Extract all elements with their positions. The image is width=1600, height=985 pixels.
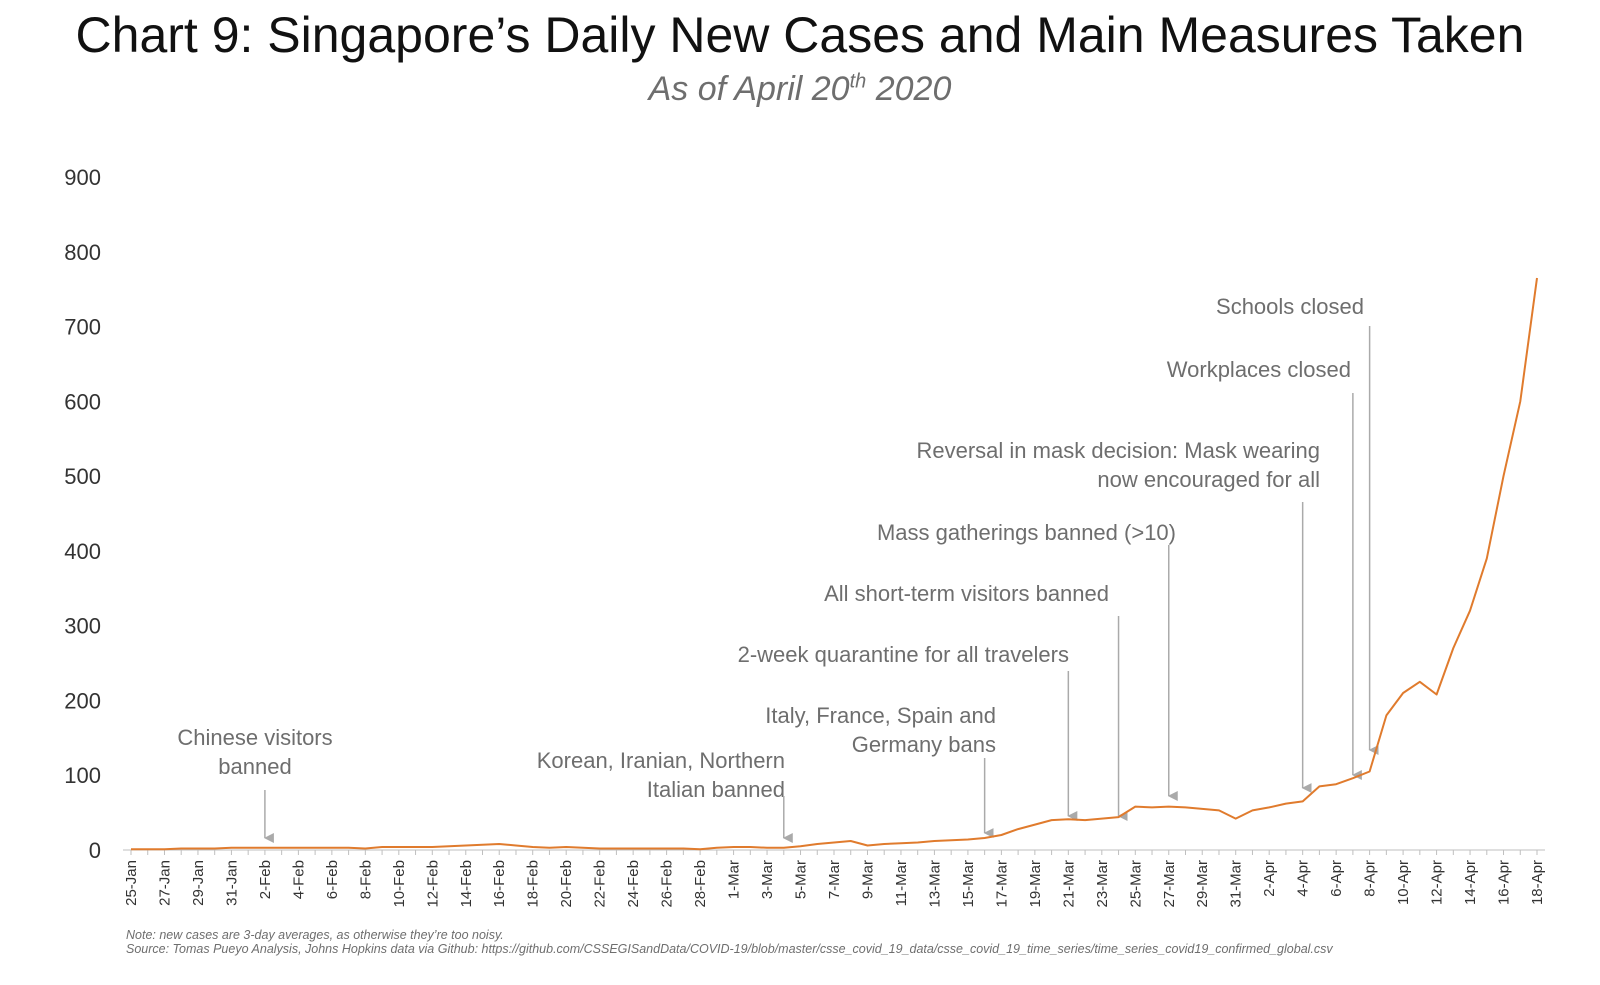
annotation-label: 2-week quarantine for all travelers [738, 642, 1069, 667]
x-tick-label: 8-Feb [357, 860, 374, 899]
x-tick-label: 28-Feb [692, 860, 709, 908]
x-tick-label: 18-Feb [525, 860, 542, 908]
x-tick-label: 23-Mar [1094, 860, 1111, 908]
y-tick-label: 700 [64, 315, 101, 340]
annotation-label: Mass gatherings banned (>10) [877, 520, 1176, 545]
x-tick-label: 14-Feb [458, 860, 475, 908]
x-tick-label: 16-Feb [491, 860, 508, 908]
x-tick-label: 27-Jan [156, 860, 173, 906]
x-tick-label: 9-Mar [859, 860, 876, 899]
annotation-label: Workplaces closed [1167, 357, 1351, 382]
x-tick-label: 12-Feb [424, 860, 441, 908]
y-axis: 0 100 200 300 400 500 600 700 800 900 [64, 165, 101, 863]
x-tick-label: 11-Mar [893, 860, 910, 906]
x-tick-label: 10-Apr [1395, 860, 1412, 905]
x-tick-label: 15-Mar [960, 860, 977, 908]
x-tick-label: 20-Feb [558, 860, 575, 908]
y-tick-label: 200 [64, 688, 101, 713]
x-tick-label: 14-Apr [1462, 860, 1479, 905]
x-tick-label: 2-Apr [1261, 860, 1278, 897]
x-tick-label: 24-Feb [625, 860, 642, 908]
x-tick-label: 19-Mar [1027, 860, 1044, 908]
series-line-daily-new-cases [131, 277, 1538, 851]
x-tick-label: 18-Apr [1529, 860, 1546, 905]
x-tick-label: 7-Mar [826, 860, 843, 899]
x-tick-label: 8-Apr [1362, 860, 1379, 897]
y-tick-label: 600 [64, 389, 101, 414]
x-tick-label: 29-Mar [1194, 860, 1211, 908]
x-tick-label: 6-Apr [1328, 860, 1345, 897]
x-tick-label: 31-Mar [1228, 860, 1245, 908]
y-tick-label: 100 [64, 763, 101, 788]
y-tick-label: 800 [64, 240, 101, 265]
x-tick-label: 27-Mar [1161, 860, 1178, 908]
annotation-label: All short-term visitors banned [824, 581, 1109, 606]
series-layer [131, 277, 1538, 851]
x-tick-label: 4-Feb [290, 860, 307, 899]
annotation-label: Reversal in mask decision: Mask wearing n… [917, 438, 1321, 492]
x-tick-label: 31-Jan [223, 860, 240, 906]
x-tick-label: 4-Apr [1295, 860, 1312, 897]
subtitle-superscript: th [849, 70, 867, 93]
x-tick-label: 17-Mar [993, 860, 1010, 908]
annotations: Chinese visitors banned Korean, Iranian, N… [177, 294, 1379, 843]
x-tick-label: 5-Mar [793, 860, 810, 899]
annotation-label: Schools closed [1216, 294, 1364, 319]
x-axis: 25-Jan 27-Jan 29-Jan 31-Jan 2-Feb 4-Feb 6-Feb 8… [123, 849, 1546, 908]
x-tick-label: 21-Mar [1060, 860, 1077, 908]
annotation-label: Italy, France, Spain and Germany bans [765, 703, 996, 757]
footer-source: Source: Tomas Pueyo Analysis, Johns Hopk… [126, 942, 1333, 956]
x-tick-label: 1-Mar [726, 860, 743, 899]
y-tick-label: 300 [64, 614, 101, 639]
footer-note: Note: new cases are 3-day averages, as o… [126, 928, 504, 942]
subtitle-main: As of April 20 [648, 70, 850, 108]
y-tick-label: 900 [64, 165, 101, 190]
x-tick-label: 3-Mar [759, 860, 776, 899]
x-tick-label: 29-Jan [190, 860, 207, 906]
x-tick-label: 6-Feb [324, 860, 341, 899]
chart-subtitle: As of April 20th 2020 [0, 70, 1600, 109]
annotation-label: Chinese visitors banned [177, 725, 332, 779]
annotation-label: Korean, Iranian, Northern Italian banned [537, 748, 785, 802]
y-tick-label: 0 [89, 838, 101, 863]
x-tick-label: 26-Feb [659, 860, 676, 908]
x-tick-label: 22-Feb [592, 860, 609, 908]
x-tick-label: 2-Feb [257, 860, 274, 899]
y-tick-label: 500 [64, 464, 101, 489]
chart-title: Chart 9: Singapore’s Daily New Cases and… [75, 7, 1525, 63]
x-tick-label: 10-Feb [391, 860, 408, 908]
y-tick-label: 400 [64, 539, 101, 564]
x-tick-label: 25-Mar [1127, 860, 1144, 908]
x-tick-label: 13-Mar [926, 860, 943, 908]
x-tick-label: 16-Apr [1496, 860, 1513, 905]
x-tick-label: 12-Apr [1429, 860, 1446, 905]
subtitle-year: 2020 [866, 70, 952, 108]
x-tick-label: 25-Jan [123, 860, 140, 906]
